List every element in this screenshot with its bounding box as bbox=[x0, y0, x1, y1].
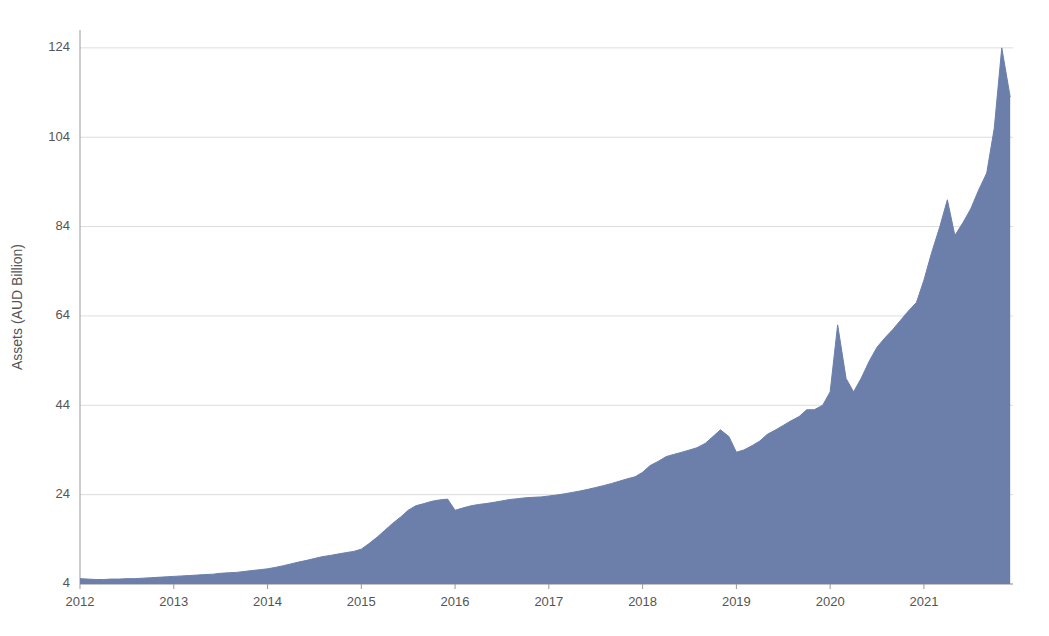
x-tick-label: 2016 bbox=[441, 594, 470, 609]
y-axis-label: Assets (AUD Billion) bbox=[9, 244, 25, 370]
grid-line bbox=[80, 47, 1013, 48]
x-tick bbox=[455, 584, 456, 589]
chart-container: 4 24 44 64 84 104 124 2012 2013 2014 2015 2016 2017 2… bbox=[0, 0, 1049, 636]
area bbox=[80, 48, 1010, 584]
grid-line bbox=[80, 137, 1013, 138]
x-tick bbox=[923, 584, 924, 589]
x-tick-label: 2021 bbox=[909, 594, 938, 609]
background bbox=[0, 0, 1049, 636]
grid-line bbox=[80, 315, 1013, 316]
x-tick bbox=[267, 584, 268, 589]
x-tick bbox=[830, 584, 831, 589]
x-tick-label: 2015 bbox=[347, 594, 376, 609]
x-tick bbox=[173, 584, 174, 589]
x-tick-label: 2017 bbox=[534, 594, 563, 609]
y-axis-line bbox=[80, 30, 81, 584]
area-line bbox=[80, 48, 1010, 580]
x-tick bbox=[548, 584, 549, 589]
y-tick-label: 64 bbox=[56, 307, 70, 322]
x-tick bbox=[361, 584, 362, 589]
x-tick-label: 2014 bbox=[253, 594, 282, 609]
y-tick-label: 124 bbox=[48, 39, 70, 54]
chart: 4 24 44 64 84 104 124 2012 2013 2014 2015 2016 2017 2… bbox=[0, 0, 1049, 636]
x-tick bbox=[642, 584, 643, 589]
y-tick-label: 84 bbox=[56, 218, 70, 233]
x-tick-label: 2013 bbox=[159, 594, 188, 609]
y-tick-label: 24 bbox=[56, 486, 70, 501]
axes: 4 24 44 64 84 104 124 2012 2013 2014 2015 2016 2017 2… bbox=[48, 30, 1013, 609]
x-tick bbox=[736, 584, 737, 589]
plot-area bbox=[80, 48, 1010, 584]
x-tick-label: 2019 bbox=[722, 594, 751, 609]
grid-line bbox=[80, 226, 1013, 227]
x-tick bbox=[80, 584, 81, 589]
x-tick-label: 2018 bbox=[628, 594, 657, 609]
y-tick-label: 4 bbox=[63, 575, 70, 590]
y-tick-label: 44 bbox=[56, 397, 70, 412]
y-tick-label: 104 bbox=[48, 129, 70, 144]
x-tick-label: 2020 bbox=[816, 594, 845, 609]
x-tick-label: 2012 bbox=[66, 594, 95, 609]
grid bbox=[80, 48, 1013, 584]
